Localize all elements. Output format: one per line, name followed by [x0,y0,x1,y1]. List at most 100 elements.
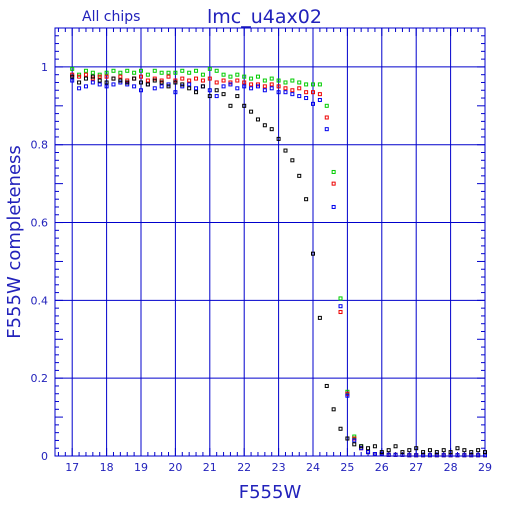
data-point [317,92,322,97]
data-point [324,383,329,388]
data-point [166,74,171,79]
data-point [255,74,260,79]
data-point [235,86,240,91]
data-point [249,86,254,91]
data-point [269,76,274,81]
data-point [276,84,281,89]
data-point [297,86,302,91]
data-point [242,84,247,89]
data-point [194,90,199,95]
data-point [235,72,240,77]
x-tick-label: 29 [478,461,492,474]
data-point [97,74,102,79]
data-point [214,88,219,93]
data-point [366,446,371,451]
data-point [324,103,329,108]
data-point [83,68,88,73]
y-axis-label: F555W completeness [4,145,25,339]
data-point [311,82,315,87]
data-point [297,94,302,99]
data-point [311,90,315,95]
data-point [249,109,254,114]
data-point [200,78,205,83]
data-point [70,66,75,71]
data-point [228,74,233,79]
data-point [83,76,88,81]
data-point [173,90,178,95]
data-point [276,90,281,95]
x-tick-label: 24 [306,461,320,474]
data-point [262,88,267,93]
data-point [152,78,157,83]
data-point [194,68,199,73]
data-point [304,82,309,87]
data-point [166,70,171,75]
y-tick-label: 0 [41,450,48,463]
data-point [476,448,481,453]
data-point [152,86,157,91]
x-tick-label: 23 [272,461,286,474]
data-point [70,78,75,83]
data-point [290,88,295,93]
data-point [317,97,322,102]
data-point [228,103,233,108]
data-point [317,82,322,87]
data-point [187,82,192,87]
data-point [331,169,336,174]
y-tick-label: 0.2 [31,372,49,385]
x-tick-label: 20 [168,461,182,474]
data-point [173,70,178,75]
data-point [145,72,150,77]
data-point [331,407,336,412]
data-point [290,92,295,97]
data-point [97,82,102,87]
data-point [249,76,254,81]
data-point [214,94,219,99]
data-point [304,197,309,202]
data-point [235,78,240,83]
x-tick-label: 18 [100,461,114,474]
data-point [173,80,178,85]
data-point [118,78,123,83]
data-point [207,76,212,81]
data-point [352,442,357,447]
data-point [139,80,143,85]
x-tick-labels: 17 18 19 20 21 22 23 24 25 26 27 28 29 [65,461,492,474]
data-point [145,78,150,83]
data-point [290,158,295,163]
data-point [262,78,267,83]
data-point [221,84,226,89]
data-point [200,84,205,89]
data-point [379,450,384,455]
data-point [317,315,322,320]
data-point [427,453,432,458]
data-point [455,453,460,458]
data-point [338,310,343,315]
data-point [118,70,123,75]
data-point [77,86,82,91]
y-tick-label: 0.4 [31,294,49,307]
data-point [97,78,102,83]
data-point [324,127,329,132]
data-point [407,453,412,458]
data-point [228,82,233,87]
data-point [90,80,95,85]
data-point [207,88,212,93]
data-point [83,84,88,89]
chart-title: lmc_u4ax02 [207,6,322,28]
data-point [242,103,247,108]
x-tick-label: 22 [237,461,251,474]
grid [55,28,486,457]
data-point [104,84,109,89]
data-point [187,86,192,91]
data-point [407,448,412,453]
data-point [462,448,467,453]
data-point [221,78,226,83]
data-point [448,450,453,455]
data-point [283,80,288,85]
data-point [83,72,88,77]
data-point [159,80,164,85]
data-point [194,86,199,91]
data-point [290,78,295,83]
data-point [111,68,116,73]
